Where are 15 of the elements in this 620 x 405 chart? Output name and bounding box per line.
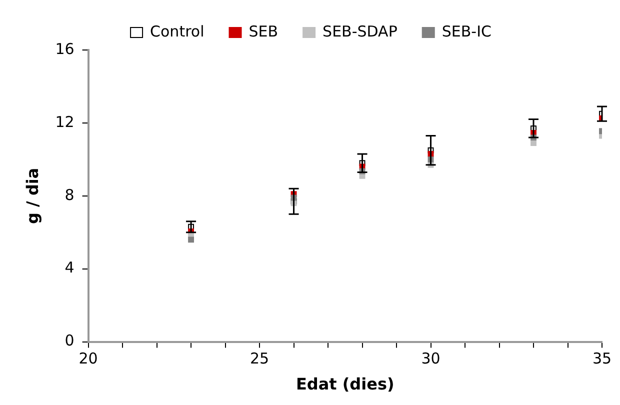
legend-label: Control [150,22,204,40]
y-tick-label: 12 [55,112,74,131]
x-tick-label: 20 [78,350,98,368]
legend-label: SEB-IC [442,22,492,40]
y-axis-title: g / dia [22,168,42,224]
x-tick-label: 25 [250,350,270,368]
y-tick-label: 0 [64,332,74,350]
legend-label: SEB [248,22,278,40]
y-tick-label: 8 [64,186,74,204]
x-tick-label: 35 [592,350,612,368]
x-axis-title: Edat (dies) [296,374,394,394]
y-tick-label: 16 [55,40,74,58]
legend-label: SEB-SDAP [322,22,398,40]
y-tick-label: 4 [64,258,74,277]
x-tick-label: 30 [421,350,440,368]
